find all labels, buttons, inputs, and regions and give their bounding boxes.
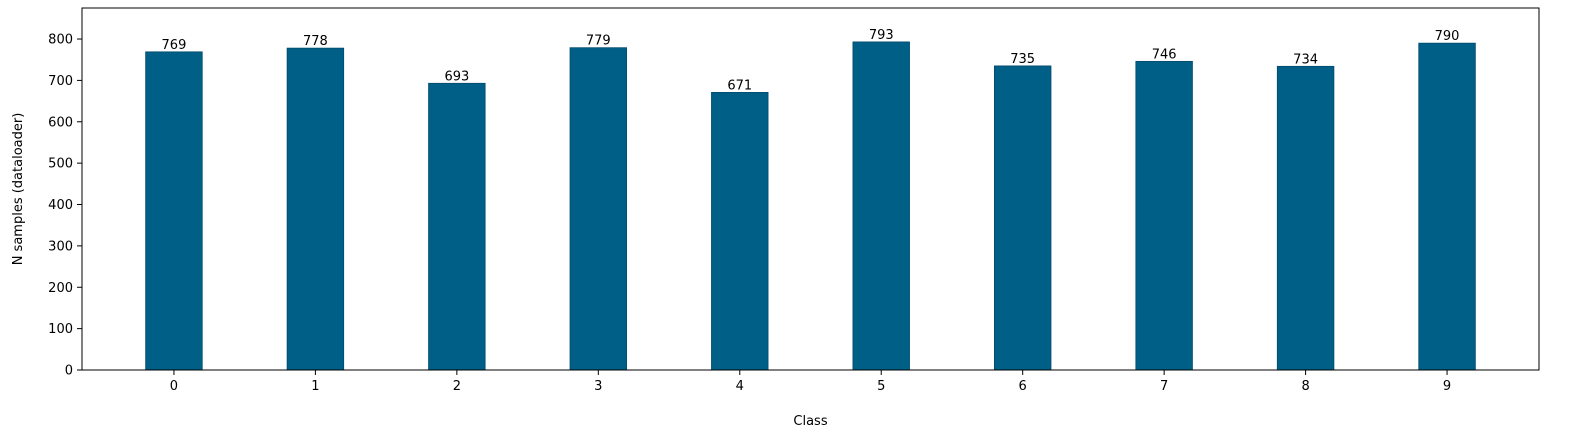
data-labels-layer: 769 778 693 779 671 793 735 746 734 790 (162, 28, 1460, 93)
data-label-class-5: 793 (869, 28, 894, 43)
data-label-class-6: 735 (1010, 52, 1035, 67)
x-tick-label: 7 (1160, 379, 1168, 394)
y-tick-label: 200 (48, 281, 73, 296)
x-axis-label: Class (793, 414, 827, 429)
bar-class-3 (569, 47, 628, 371)
x-tick-label: 6 (1019, 379, 1027, 394)
bar-class-0 (145, 51, 203, 371)
y-tick-label: 800 (48, 33, 73, 48)
plot-frame (81, 7, 1540, 371)
data-label-class-1: 778 (303, 34, 328, 49)
y-tick-label: 100 (48, 322, 73, 337)
x-tick-label: 0 (170, 379, 178, 394)
bar-class-5 (852, 41, 910, 371)
x-tick-label: 1 (311, 379, 319, 394)
y-tick-label: 300 (48, 239, 73, 254)
y-tick-label: 500 (48, 157, 73, 172)
x-tick-label: 2 (453, 379, 461, 394)
x-tick-label: 3 (594, 379, 602, 394)
bar-class-7 (1135, 60, 1193, 371)
x-tick-label: 5 (877, 379, 885, 394)
data-label-class-2: 693 (444, 69, 469, 84)
data-label-class-3: 779 (586, 34, 611, 49)
bar-class-9 (1418, 42, 1476, 371)
x-tick-label: 9 (1443, 379, 1451, 394)
bar-class-6 (993, 65, 1052, 371)
bar-class-2 (428, 82, 486, 371)
x-tick-label: 4 (736, 379, 744, 394)
bar-class-8 (1276, 65, 1335, 371)
data-label-class-0: 769 (162, 38, 187, 53)
y-axis-label: N samples (dataloader) (11, 113, 26, 266)
data-label-class-7: 746 (1152, 47, 1177, 62)
data-label-class-9: 790 (1435, 29, 1460, 44)
y-tick-label: 600 (48, 115, 73, 130)
y-tick-label: 0 (65, 364, 73, 379)
x-tick-label: 8 (1301, 379, 1309, 394)
bar-class-4 (711, 91, 769, 371)
data-label-class-8: 734 (1293, 52, 1318, 67)
bar-class-1 (286, 47, 345, 371)
ticks-layer: 0 1 2 3 4 5 6 7 8 9 0 100 200 300 400 500 600 700 800 (48, 33, 1451, 394)
data-label-class-4: 671 (727, 78, 752, 93)
y-tick-label: 400 (48, 198, 73, 213)
bars-layer (145, 41, 1476, 371)
y-tick-label: 700 (48, 74, 73, 89)
